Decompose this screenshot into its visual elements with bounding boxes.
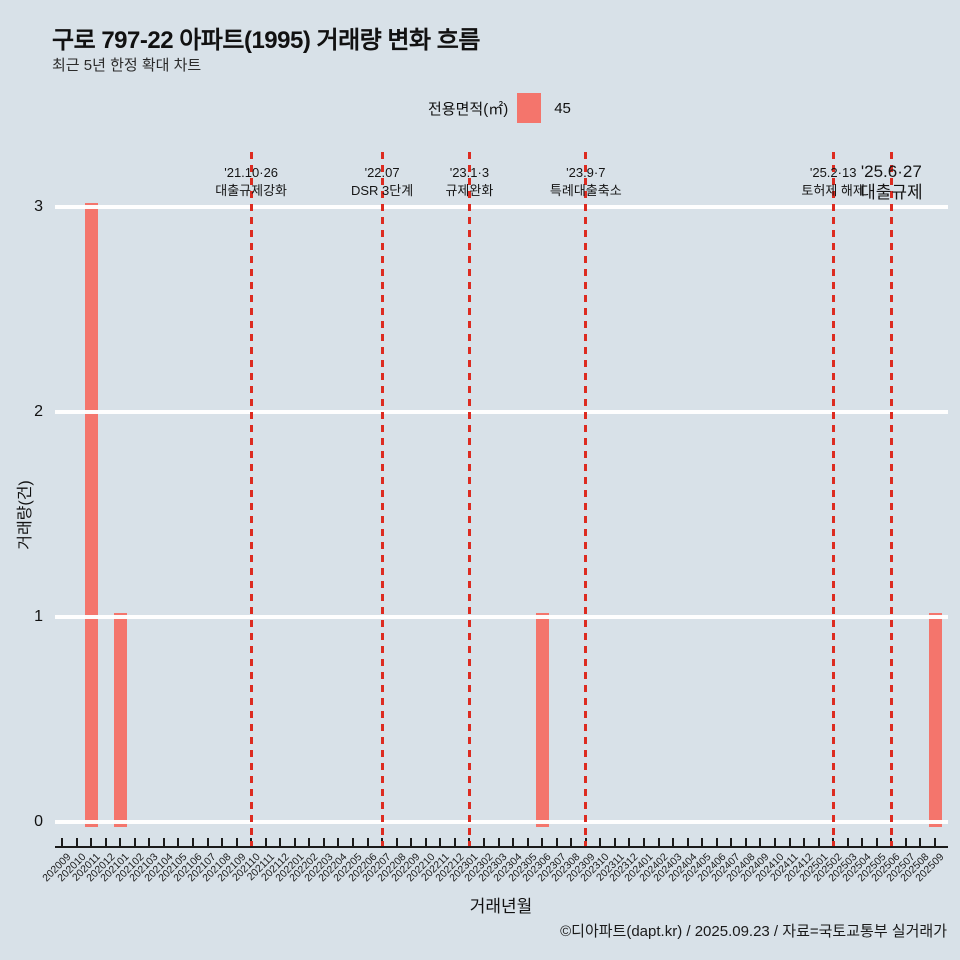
event-label-202207: DSR 3단계 (350, 183, 414, 198)
x-tick-202404 (686, 838, 689, 846)
x-tick-202208 (395, 838, 398, 846)
x-tick-202407 (730, 838, 733, 846)
event-label-202502: 토허제 해제 (801, 183, 865, 198)
x-tick-202508 (919, 838, 922, 846)
page-subtitle: 최근 5년 한정 확대 차트 (52, 57, 202, 74)
x-tick-202101 (119, 838, 122, 846)
x-tick-202403 (672, 838, 675, 846)
y-tick-label-3: 3 (34, 198, 43, 215)
event-label-202301: 규제완화 (445, 183, 494, 198)
event-line-202207 (380, 152, 384, 846)
x-tick-202409 (759, 838, 762, 846)
legend: 전용면적(㎡) 45 (428, 92, 571, 124)
event-line-202309 (584, 152, 588, 846)
x-tick-202202 (308, 838, 311, 846)
x-tick-202312 (628, 838, 631, 846)
legend-value: 45 (554, 99, 571, 117)
x-tick-202406 (715, 838, 718, 846)
x-tick-202103 (148, 838, 151, 846)
x-tick-202504 (861, 838, 864, 846)
event-date-202309: '23.9·7 (566, 165, 606, 180)
x-tick-202402 (657, 838, 660, 846)
x-tick-202311 (613, 838, 616, 846)
page-title: 구로 797-22 아파트(1995) 거래량 변화 흐름 (52, 27, 480, 54)
x-tick-202107 (206, 838, 209, 846)
x-tick-202105 (177, 838, 180, 846)
event-date-202506: '25.6·27 (860, 162, 922, 181)
gridline-y1 (55, 615, 948, 619)
gridline-y3 (55, 205, 948, 209)
x-tick-202509 (934, 838, 936, 846)
x-tick-202411 (788, 838, 791, 846)
x-tick-202201 (293, 838, 296, 846)
x-tick-202408 (744, 838, 747, 846)
x-tick-202210 (424, 838, 427, 846)
y-tick-label-0: 0 (34, 813, 43, 830)
event-label-202309: 특례대출축소 (549, 183, 622, 198)
x-tick-202106 (191, 838, 194, 846)
x-tick-202102 (133, 838, 136, 846)
x-tick-202503 (846, 838, 849, 846)
x-tick-202111 (264, 838, 267, 846)
event-date-202301: '23.1·3 (449, 165, 490, 180)
y-tick-label-2: 2 (34, 403, 43, 420)
gridline-y2 (55, 410, 948, 414)
event-line-202110 (249, 152, 253, 846)
x-tick-202302 (482, 838, 485, 846)
x-tick-202307 (555, 838, 558, 846)
x-tick-202401 (643, 838, 645, 846)
event-date-202110: '21.10·26 (224, 165, 279, 180)
x-axis-line (55, 846, 948, 848)
x-tick-202205 (352, 838, 354, 846)
legend-label: 전용면적(㎡) (428, 100, 509, 118)
x-tick-202412 (803, 838, 806, 846)
event-date-202207: '22.07 (364, 165, 400, 180)
x-tick-202203 (322, 838, 325, 846)
bar-202101 (113, 613, 127, 827)
x-tick-202108 (221, 838, 224, 846)
x-tick-202303 (497, 838, 500, 846)
gridline-y0 (55, 820, 948, 824)
x-tick-202012 (104, 838, 107, 846)
x-tick-202304 (512, 838, 515, 846)
x-tick-202204 (337, 838, 340, 846)
x-tick-202501 (817, 838, 820, 846)
x-tick-202112 (279, 838, 282, 846)
x-tick-202011 (90, 838, 93, 846)
legend-swatch-icon (517, 93, 542, 123)
y-axis-title: 거래량(건) (17, 480, 34, 550)
event-line-202506 (889, 152, 893, 846)
x-tick-202009 (61, 838, 63, 846)
event-line-202502 (831, 152, 835, 846)
event-label-202110: 대출규제강화 (215, 183, 288, 198)
x-axis-title: 거래년월 (469, 897, 533, 916)
x-tick-202308 (570, 838, 573, 846)
x-tick-202209 (410, 838, 413, 846)
x-tick-202104 (162, 838, 165, 846)
credit-footer: ©디아파트(dapt.kr) / 2025.09.23 / 자료=국토교통부 실… (560, 923, 947, 940)
x-tick-202206 (366, 838, 369, 846)
x-tick-202211 (439, 838, 442, 846)
x-tick-202109 (235, 838, 238, 846)
event-line-202301 (467, 152, 471, 846)
x-tick-202305 (526, 838, 529, 846)
bar-202509 (928, 613, 942, 827)
x-tick-202505 (875, 838, 878, 846)
x-tick-202310 (599, 838, 602, 846)
bar-202011 (84, 203, 98, 827)
y-tick-label-1: 1 (34, 608, 43, 625)
x-tick-202405 (701, 838, 704, 846)
x-tick-202306 (541, 838, 544, 846)
event-date-202502: '25.2·13 (809, 165, 857, 180)
x-tick-202410 (773, 838, 776, 846)
x-tick-202212 (453, 838, 456, 846)
event-label-202506: 대출규제 (860, 183, 923, 202)
x-tick-202507 (904, 838, 907, 846)
x-tick-202010 (75, 838, 78, 846)
bar-202306 (535, 613, 549, 827)
